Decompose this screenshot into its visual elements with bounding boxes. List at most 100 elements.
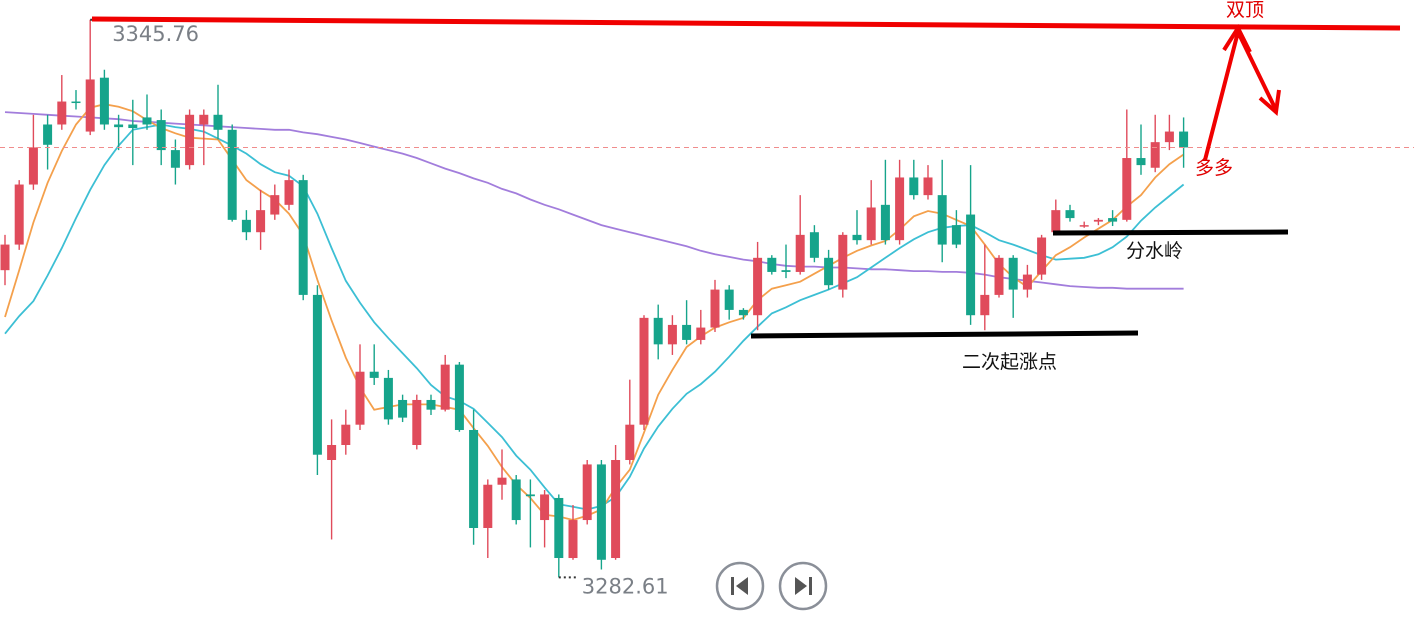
- annotation-label: 二次起涨点: [962, 351, 1057, 373]
- candle-body: [0, 244, 10, 271]
- candle-body: [256, 210, 266, 233]
- candle-body: [724, 289, 734, 310]
- arrow-head-down: [1258, 89, 1281, 116]
- candle-body: [596, 464, 606, 560]
- candle-body: [85, 79, 95, 132]
- candle-body: [767, 257, 777, 272]
- candle-body: [298, 180, 308, 295]
- support-line: [750, 330, 1139, 339]
- candle-body: [625, 424, 635, 461]
- candle-body: [241, 219, 251, 233]
- candle-body: [951, 225, 961, 245]
- candle-body: [824, 257, 834, 286]
- candle-body: [284, 180, 294, 205]
- candle-body: [426, 399, 436, 410]
- candle-body: [1022, 274, 1032, 290]
- candle-body: [454, 364, 464, 430]
- candle-body: [114, 124, 124, 128]
- moving-average-line: [4, 103, 1185, 521]
- candle-body: [199, 114, 209, 125]
- candle-body: [554, 497, 564, 559]
- candle-body: [682, 324, 692, 340]
- candle-body: [511, 479, 521, 521]
- candle-body: [696, 327, 706, 340]
- candle-body: [880, 204, 890, 241]
- next-button[interactable]: [778, 561, 828, 611]
- candle-body: [994, 257, 1004, 295]
- candle-body: [1079, 225, 1089, 227]
- candle-body: [1008, 257, 1018, 290]
- candle-body: [738, 309, 748, 316]
- candle-body: [1037, 237, 1047, 275]
- candle-body: [440, 364, 450, 410]
- candle-body: [611, 460, 621, 559]
- candle-body: [582, 464, 592, 521]
- candle-body: [1179, 131, 1189, 148]
- candle-body: [57, 101, 67, 125]
- candle-body: [1164, 131, 1174, 143]
- prev-button[interactable]: [715, 561, 765, 611]
- candle-body: [341, 424, 351, 445]
- candle-body: [1065, 210, 1075, 219]
- low-label: 3282.61: [582, 574, 669, 598]
- annotation-label: 多多: [1195, 157, 1233, 179]
- candle-body: [923, 177, 933, 196]
- arrow-path: [1203, 26, 1277, 161]
- candle-body: [369, 371, 379, 378]
- candle-body: [355, 371, 365, 425]
- candle-body: [667, 324, 677, 345]
- candle-body: [753, 257, 763, 316]
- candle-body: [909, 177, 919, 196]
- watershed-line: [1052, 229, 1289, 236]
- candle-body: [866, 207, 876, 241]
- candle-body: [28, 147, 38, 185]
- candle-body: [937, 195, 947, 245]
- arrow-head-up: [1222, 23, 1252, 53]
- candle-body: [71, 101, 81, 104]
- candle-body: [43, 124, 53, 145]
- candle-body: [128, 124, 138, 129]
- candle-body: [809, 232, 819, 258]
- candle-body: [185, 114, 195, 166]
- candle-body: [497, 477, 507, 485]
- candle-body: [142, 117, 152, 125]
- candle-body: [312, 294, 322, 455]
- candle-body: [653, 317, 663, 345]
- candle-body: [525, 494, 535, 497]
- annotation-label: 双顶: [1226, 0, 1264, 21]
- plot-area: 3345.76 3282.61: [0, 18, 1414, 598]
- candle-body: [483, 484, 493, 528]
- candle-body: [795, 234, 805, 272]
- candle-body: [1150, 142, 1160, 168]
- candle-body: [852, 234, 862, 241]
- candle-body: [469, 429, 479, 528]
- candle-body: [398, 399, 408, 418]
- candle-body: [170, 150, 180, 168]
- candle-body: [327, 444, 337, 461]
- candle-body: [980, 294, 990, 316]
- candle-body: [1108, 218, 1118, 222]
- candle-body: [14, 184, 24, 245]
- moving-average-line: [4, 111, 1184, 290]
- candle-body: [710, 289, 720, 328]
- candle-body: [412, 399, 422, 445]
- candle-body: [1051, 210, 1061, 233]
- candle-body: [540, 494, 550, 521]
- moving-average-line: [4, 123, 1185, 511]
- annotation-layer: 双顶 多多 分水岭 二次起涨点: [91, 0, 1401, 373]
- candle-body: [568, 520, 578, 559]
- double-top-line: [91, 16, 1401, 31]
- high-label: 3345.76: [112, 22, 199, 46]
- candle-body: [838, 234, 848, 290]
- candle-body: [383, 377, 393, 420]
- annotation-label: 分水岭: [1126, 240, 1183, 262]
- candle-body: [1093, 219, 1103, 222]
- candle-body: [966, 214, 976, 316]
- candle-body: [895, 177, 905, 241]
- candle-body: [781, 270, 791, 272]
- candle-body: [227, 129, 237, 220]
- candle-body: [639, 317, 649, 425]
- candle-body: [156, 120, 166, 151]
- candle-body: [270, 195, 280, 215]
